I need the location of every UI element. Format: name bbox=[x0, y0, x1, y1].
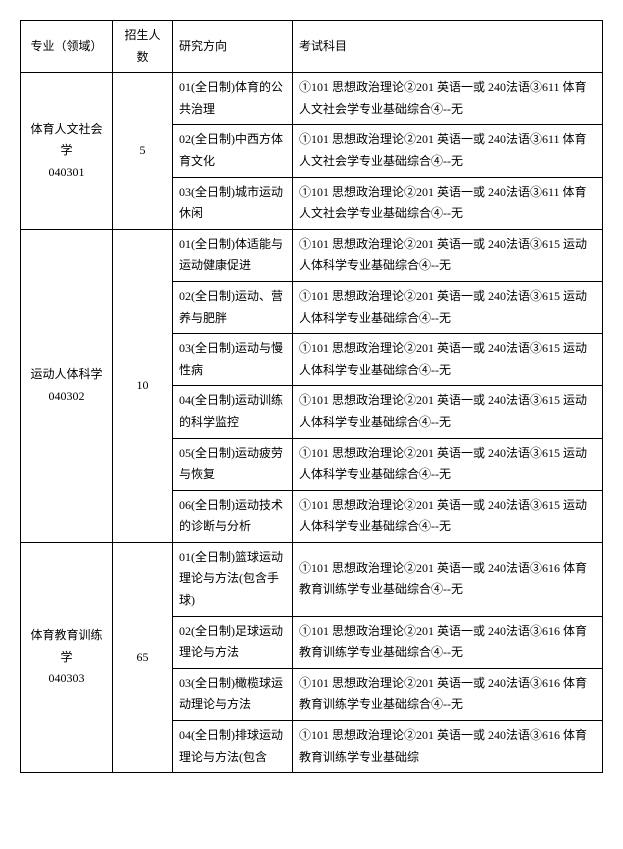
exam-cell: ①101 思想政治理论②201 英语一或 240法语③611 体育人文社会学专业… bbox=[293, 125, 603, 177]
exam-cell: ①101 思想政治理论②201 英语一或 240法语③615 运动人体科学专业基… bbox=[293, 281, 603, 333]
direction-cell: 03(全日制)橄榄球运动理论与方法 bbox=[173, 668, 293, 720]
quota-cell: 65 bbox=[113, 542, 173, 772]
exam-cell: ①101 思想政治理论②201 英语一或 240法语③616 体育教育训练学专业… bbox=[293, 721, 603, 773]
direction-cell: 01(全日制)体适能与运动健康促进 bbox=[173, 229, 293, 281]
exam-cell: ①101 思想政治理论②201 英语一或 240法语③615 运动人体科学专业基… bbox=[293, 490, 603, 542]
exam-cell: ①101 思想政治理论②201 英语一或 240法语③616 体育教育训练学专业… bbox=[293, 542, 603, 616]
quota-cell: 10 bbox=[113, 229, 173, 542]
exam-cell: ①101 思想政治理论②201 英语一或 240法语③615 运动人体科学专业基… bbox=[293, 229, 603, 281]
exam-cell: ①101 思想政治理论②201 英语一或 240法语③611 体育人文社会学专业… bbox=[293, 177, 603, 229]
direction-cell: 04(全日制)运动训练的科学监控 bbox=[173, 386, 293, 438]
table-row: 运动人体科学0403021001(全日制)体适能与运动健康促进①101 思想政治… bbox=[21, 229, 603, 281]
direction-cell: 06(全日制)运动技术的诊断与分析 bbox=[173, 490, 293, 542]
major-cell: 运动人体科学040302 bbox=[21, 229, 113, 542]
direction-cell: 04(全日制)排球运动理论与方法(包含 bbox=[173, 721, 293, 773]
exam-cell: ①101 思想政治理论②201 英语一或 240法语③616 体育教育训练学专业… bbox=[293, 668, 603, 720]
table-row: 体育教育训练学0403036501(全日制)篮球运动理论与方法(包含手球)①10… bbox=[21, 542, 603, 616]
exam-cell: ①101 思想政治理论②201 英语一或 240法语③611 体育人文社会学专业… bbox=[293, 73, 603, 125]
direction-cell: 03(全日制)运动与慢性病 bbox=[173, 334, 293, 386]
header-direction: 研究方向 bbox=[173, 21, 293, 73]
header-exam: 考试科目 bbox=[293, 21, 603, 73]
header-major: 专业（领域） bbox=[21, 21, 113, 73]
header-row: 专业（领域） 招生人数 研究方向 考试科目 bbox=[21, 21, 603, 73]
exam-cell: ①101 思想政治理论②201 英语一或 240法语③615 运动人体科学专业基… bbox=[293, 334, 603, 386]
major-cell: 体育教育训练学040303 bbox=[21, 542, 113, 772]
direction-cell: 01(全日制)篮球运动理论与方法(包含手球) bbox=[173, 542, 293, 616]
exam-cell: ①101 思想政治理论②201 英语一或 240法语③616 体育教育训练学专业… bbox=[293, 616, 603, 668]
exam-cell: ①101 思想政治理论②201 英语一或 240法语③615 运动人体科学专业基… bbox=[293, 386, 603, 438]
direction-cell: 01(全日制)体育的公共治理 bbox=[173, 73, 293, 125]
direction-cell: 03(全日制)城市运动休闲 bbox=[173, 177, 293, 229]
table-row: 体育人文社会学040301501(全日制)体育的公共治理①101 思想政治理论②… bbox=[21, 73, 603, 125]
quota-cell: 5 bbox=[113, 73, 173, 230]
direction-cell: 02(全日制)中西方体育文化 bbox=[173, 125, 293, 177]
admissions-table: 专业（领域） 招生人数 研究方向 考试科目 体育人文社会学040301501(全… bbox=[20, 20, 603, 773]
direction-cell: 02(全日制)足球运动理论与方法 bbox=[173, 616, 293, 668]
major-cell: 体育人文社会学040301 bbox=[21, 73, 113, 230]
direction-cell: 02(全日制)运动、营养与肥胖 bbox=[173, 281, 293, 333]
direction-cell: 05(全日制)运动疲劳与恢复 bbox=[173, 438, 293, 490]
exam-cell: ①101 思想政治理论②201 英语一或 240法语③615 运动人体科学专业基… bbox=[293, 438, 603, 490]
header-quota: 招生人数 bbox=[113, 21, 173, 73]
